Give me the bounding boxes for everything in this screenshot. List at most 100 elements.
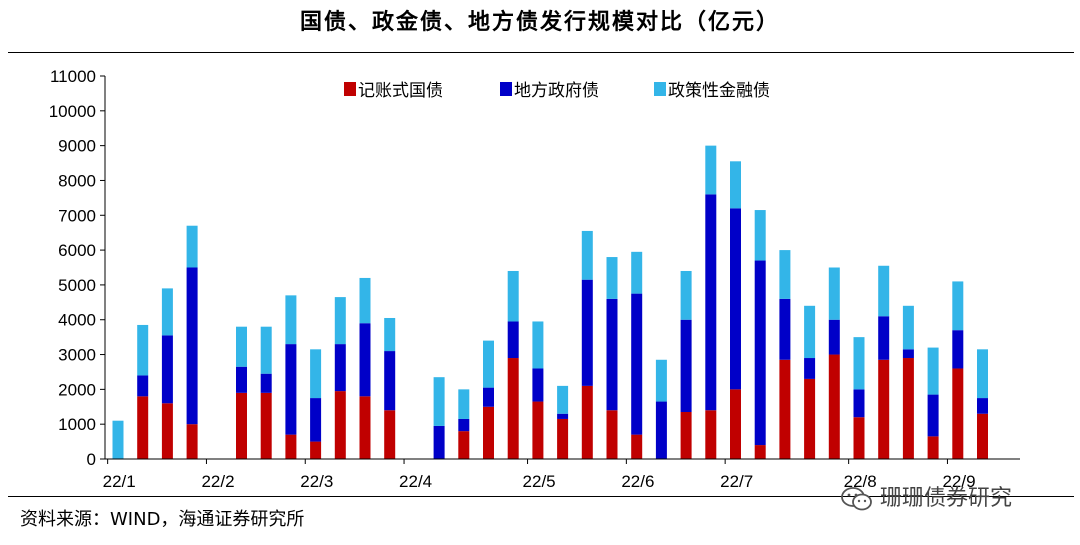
bar-segment-policy-bank [631,251,643,294]
y-tick-label: 3000 [58,346,96,365]
bar-segment-treasury [557,418,569,459]
chart-title: 国债、政金债、地方债发行规模对比（亿元） [299,9,780,35]
bar-segment-policy-bank [310,349,322,399]
bar-segment-treasury [483,406,494,459]
bar-segment-policy-bank [730,161,741,209]
bar-segment-treasury [260,392,272,459]
bar-segment-local-gov [186,267,198,425]
bar-segment-treasury [161,403,173,459]
bar-segment-local-gov [952,330,964,369]
bar-segment-policy-bank [359,277,371,324]
x-tick-label: 22/9 [942,472,975,491]
bar-segment-treasury [977,413,988,459]
bar-segment-policy-bank [581,230,593,280]
bar-segment-treasury [754,445,766,459]
bar-segment-treasury [310,441,322,459]
y-tick-label: 2000 [58,380,96,399]
bar-segment-treasury [828,354,840,459]
legend-label: 记账式国债 [358,81,443,101]
x-tick-label: 22/7 [720,472,753,491]
bar-segment-policy-bank [334,297,346,345]
bar-segment-treasury [507,358,519,459]
bar-segment-treasury [137,396,149,459]
bar-segment-treasury [384,410,396,459]
x-tick-label: 22/8 [844,472,877,491]
y-tick-label: 10000 [49,102,96,121]
bar-segment-local-gov [137,375,149,397]
bar-segment-local-gov [581,279,593,386]
bar-segment-treasury [236,392,247,459]
bar-segment-treasury [779,359,791,459]
bar-segment-policy-bank [655,359,667,402]
bar-segment-treasury [186,424,198,459]
bar-segment-treasury [927,436,939,459]
bar-segment-policy-bank [828,267,840,320]
bar-segment-treasury [853,417,865,459]
bar-segment-local-gov [828,319,840,355]
bar-segment-treasury [334,391,346,459]
y-tick-label: 8000 [58,171,96,190]
bar-segment-policy-bank [557,385,569,414]
wechat-icon [841,487,872,511]
bottom-rule [8,496,1074,497]
bar-segment-policy-bank [779,250,791,299]
x-tick-label: 22/3 [300,472,333,491]
x-tick-label: 22/6 [621,472,654,491]
bar-segment-local-gov [730,208,741,390]
x-tick-label: 22/5 [523,472,556,491]
legend-swatch [344,82,356,96]
bar-segment-local-gov [754,260,766,446]
bar-segment-local-gov [655,401,667,459]
bars [112,145,988,459]
bar-segment-local-gov [779,298,791,360]
x-tick-label: 22/4 [399,472,432,491]
bar-segment-local-gov [458,418,470,432]
x-axis: 22/1 22/2 22/3 22/4 22/5 22/6 22/7 22/8 22/9 [103,458,1020,491]
bar-segment-treasury [359,396,371,459]
bar-segment-treasury [532,401,544,459]
watermark-text: 珊珊债券研究 [880,486,1013,511]
y-tick-label: 4000 [58,311,96,330]
bar-segment-policy-bank [285,295,297,345]
bar-segment-local-gov [507,321,519,359]
bar-segment-local-gov [557,413,569,419]
top-rule [8,52,1074,53]
bar-segment-policy-bank [161,288,173,336]
bar-segment-local-gov [433,425,445,459]
bar-segment-local-gov [631,293,643,435]
bar-segment-treasury [705,410,717,459]
legend-label: 政策性金融债 [668,81,770,101]
legend: 记账式国债 地方政府债 政策性金融债 [344,81,770,101]
bar-segment-policy-bank [260,326,272,374]
bar-segment-policy-bank [236,326,247,367]
bar-segment-local-gov [878,316,890,360]
bar-segment-policy-bank [705,145,717,195]
legend-swatch [654,82,666,96]
bar-segment-policy-bank [853,337,865,390]
y-tick-label: 6000 [58,241,96,260]
bar-segment-local-gov [285,344,297,435]
bar-segment-local-gov [532,368,544,402]
y-tick-label: 1000 [58,415,96,434]
bar-segment-local-gov [804,358,816,379]
bar-segment-treasury [680,411,692,459]
source-note: 资料来源：WIND，海通证券研究所 [20,509,305,530]
bar-segment-treasury [458,431,470,459]
bar-segment-policy-bank [977,349,988,399]
y-tick-label: 0 [87,450,96,469]
bar-segment-local-gov [310,398,322,442]
bar-segment-policy-bank [878,265,890,317]
bar-segment-policy-bank [754,210,766,261]
bar-segment-policy-bank [804,305,816,359]
y-tick-label: 9000 [58,137,96,156]
bar-segment-policy-bank [952,281,964,331]
bar-segment-local-gov [384,351,396,411]
bar-segment-treasury [285,434,297,459]
bar-segment-policy-bank [137,324,149,376]
bar-segment-policy-bank [680,270,692,320]
bar-segment-treasury [631,434,643,459]
bar-segment-local-gov [359,323,371,397]
y-tick-label: 5000 [58,276,96,295]
bar-segment-treasury [952,368,964,459]
